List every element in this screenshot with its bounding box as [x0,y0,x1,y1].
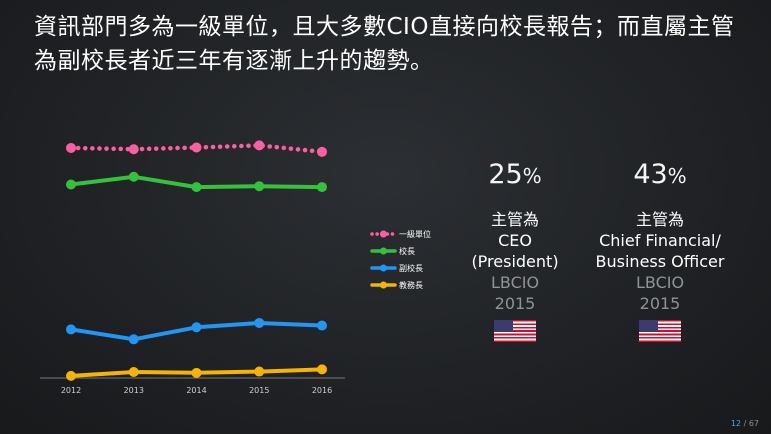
legend-item: 校長 [370,246,415,256]
page-current: 12 [730,419,742,428]
legend-marker [380,230,387,238]
x-tick-label: 2014 [186,386,206,395]
data-point [191,182,202,193]
legend-label: 副校長 [399,263,423,273]
stat-role-line: Business Officer [595,252,725,271]
legend-label: 校長 [399,246,415,256]
stat-ceo: 25% 主管為 CEO (President) LBCIO 2015 [440,158,590,342]
stat-percent-value: 43 [633,159,668,190]
page-number: 12 / 67 [731,419,759,428]
legend-label: 一級單位 [399,229,431,239]
data-point [128,171,139,182]
legend-marker [380,281,387,289]
stat-percent-value: 25 [488,159,523,190]
stat-cfo: 43% 主管為 Chief Financial/ Business Office… [585,158,735,342]
stat-percent: 25% [440,158,590,193]
data-point [128,366,139,377]
stat-role-line: Chief Financial/ [599,231,721,250]
stat-source: LBCIO 2015 [440,272,590,314]
stat-role: 主管為 CEO (President) [440,209,590,272]
stat-source-line: LBCIO [490,273,540,292]
us-flag-icon [494,320,536,342]
data-point [191,142,202,153]
tick-layer: 2012 2013 2014 2015 2016 [61,386,332,395]
stat-percent: 43% [585,158,735,193]
data-point [254,366,265,377]
stat-source-line: 2015 [639,294,681,313]
us-flag-icon [639,320,681,342]
stat-role-line: (President) [471,252,559,271]
x-tick-label: 2016 [312,386,332,395]
stat-role: 主管為 Chief Financial/ Business Officer [585,209,735,272]
data-point [254,140,265,151]
legend-item: 副校長 [370,263,423,273]
legend-marker [380,247,387,255]
data-point [317,146,327,157]
stat-role-line: 主管為 [490,210,539,229]
series-layer [66,140,327,381]
data-point [66,179,76,190]
stat-role-line: 主管為 [635,210,684,229]
page-total: 67 [748,419,759,428]
data-point [66,370,76,381]
legend-marker [380,264,387,272]
stat-source-line: LBCIO [635,273,685,292]
data-point [66,142,76,153]
slide-title: 資訊部門多為一級單位，且大多數CIO直接向校長報告；而直屬主管為副校長者近三年有… [34,14,735,74]
series-2 [66,171,327,193]
series-4 [66,364,327,381]
x-tick-label: 2015 [249,386,269,395]
data-point [317,182,327,193]
series-line [68,143,325,155]
page-separator: / [743,419,747,428]
stat-percent-sign: % [522,164,542,188]
data-point [317,364,327,375]
x-tick-label: 2013 [124,386,144,395]
series-3 [66,317,327,345]
data-point [66,324,76,335]
stat-role-line: CEO [498,231,532,250]
data-point [254,181,265,192]
legend-label: 教務長 [399,280,423,290]
legend-item: 教務長 [370,280,423,290]
stat-source-line: 2015 [494,294,536,313]
data-point [254,317,265,328]
stat-percent-sign: % [667,164,687,188]
data-point [317,320,327,331]
data-point [191,322,202,333]
x-tick-label: 2012 [61,386,81,395]
data-point [128,144,139,155]
data-point [191,367,202,378]
legend-item: 一級單位 [370,229,431,239]
data-point [128,334,139,345]
series-1 [66,140,327,157]
stat-source: LBCIO 2015 [585,272,735,314]
